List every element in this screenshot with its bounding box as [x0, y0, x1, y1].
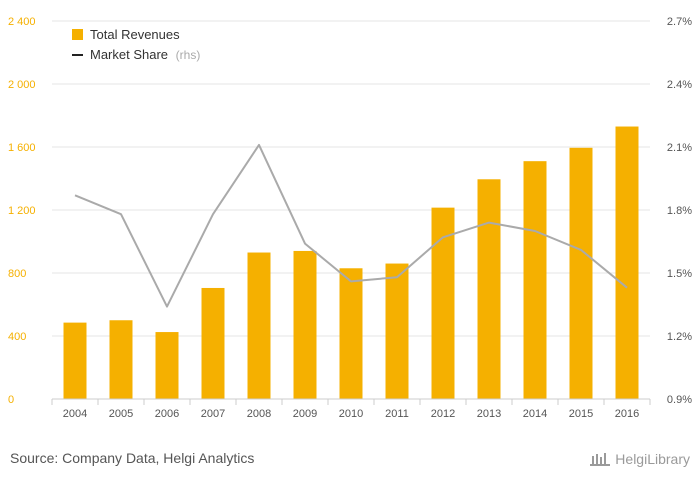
x-tick-label: 2015 [569, 408, 593, 420]
x-tick-label: 2012 [431, 408, 455, 420]
left-tick-label: 2 400 [8, 16, 36, 28]
revenue-bars [63, 126, 639, 400]
left-tick-label: 800 [8, 268, 26, 280]
market-share-line-group [74, 143, 628, 308]
axes: 0 400 800 1 200 1 600 2 000 2 400 0.9% 1.2% 1.5% 1… [8, 16, 692, 420]
right-tick-label: 2.4% [667, 79, 692, 91]
revenue-bar [523, 161, 547, 399]
legend-line-suffix: (rhs) [176, 48, 201, 62]
revenue-bar [431, 207, 455, 399]
legend-bar-swatch [72, 29, 83, 40]
source-note: Source: Company Data, Helgi Analytics [10, 450, 255, 466]
x-tick-label: 2010 [339, 408, 363, 420]
x-tick-label: 2013 [477, 408, 501, 420]
x-tick-label: 2005 [109, 408, 133, 420]
left-tick-label: 1 200 [8, 205, 36, 217]
revenue-bar [109, 320, 133, 399]
left-tick-label: 2 000 [8, 79, 36, 91]
legend-line-label: Market Share (rhs) [90, 47, 200, 62]
revenue-bar [155, 332, 179, 399]
revenue-bar [63, 322, 87, 399]
combo-chart: 0 400 800 1 200 1 600 2 000 2 400 0.9% 1.2% 1.5% 1… [8, 16, 692, 420]
logo-text: HelgiLibrary [615, 451, 690, 467]
helgi-library-logo: HelgiLibrary [589, 450, 690, 468]
x-tick-label: 2004 [63, 408, 87, 420]
right-tick-label: 1.5% [667, 268, 692, 280]
right-tick-label: 1.2% [667, 331, 692, 343]
revenue-bar [477, 179, 501, 399]
right-tick-label: 2.7% [667, 16, 692, 28]
library-icon [590, 453, 611, 466]
legend: Total Revenues Market Share (rhs) [72, 27, 200, 62]
right-tick-label: 0.9% [667, 394, 692, 406]
x-tick-label: 2014 [523, 408, 547, 420]
x-tick-label: 2007 [201, 408, 225, 420]
right-tick-label: 2.1% [667, 142, 692, 154]
revenue-bar [293, 250, 317, 399]
left-tick-label: 1 600 [8, 142, 36, 154]
gridlines [52, 20, 650, 337]
revenue-bar [339, 268, 363, 399]
revenue-bar [615, 126, 639, 400]
revenue-bar [385, 263, 409, 399]
revenue-bar [247, 252, 271, 399]
x-tick-label: 2006 [155, 408, 179, 420]
x-tick-label: 2011 [385, 408, 409, 420]
x-tick-label: 2008 [247, 408, 271, 420]
x-tick-label: 2016 [615, 408, 639, 420]
revenue-bar [569, 147, 593, 399]
revenue-bar [201, 287, 225, 399]
market-share-line [74, 143, 628, 308]
x-tick-label: 2009 [293, 408, 317, 420]
left-tick-label: 400 [8, 331, 26, 343]
legend-line-name: Market Share [90, 47, 168, 62]
right-tick-label: 1.8% [667, 205, 692, 217]
left-tick-label: 0 [8, 394, 14, 406]
legend-bar-label: Total Revenues [90, 27, 180, 42]
